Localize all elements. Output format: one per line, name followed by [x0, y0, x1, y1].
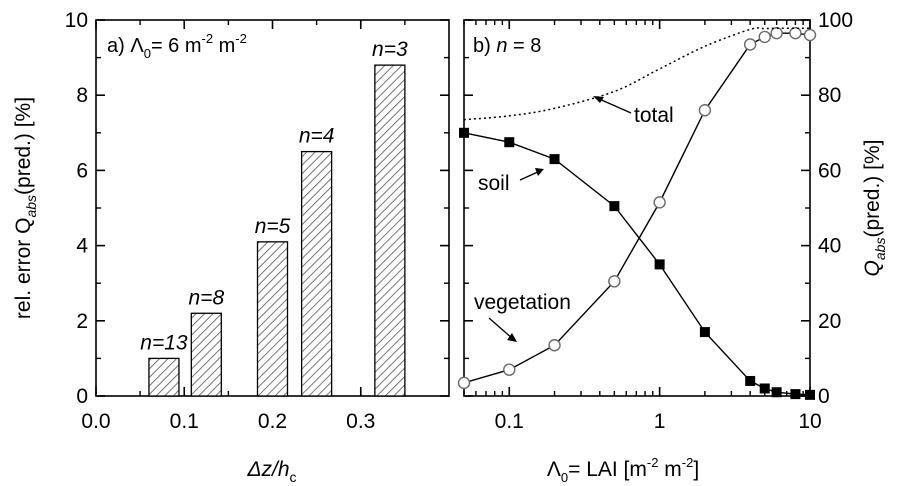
soil-point — [790, 389, 801, 400]
total-annotation: total — [634, 104, 674, 127]
b-x-tick-label: 1 — [654, 410, 666, 433]
soil-point — [549, 154, 560, 165]
vegetation-point — [653, 196, 666, 209]
soil-point — [654, 259, 665, 270]
vegetation-point — [608, 275, 621, 288]
a-y-tick-label: 0 — [76, 385, 88, 408]
panel-b-x-axis-label: Λ0= LAI [m-2 m-2] — [547, 455, 699, 485]
panel-a-bars: n=13n=8 n=5 n=4 n=3 — [140, 38, 408, 397]
b-x-tick-label: 10 — [798, 410, 821, 433]
vegetation-annotation-arrowhead — [507, 333, 517, 342]
panel-b-line-chart: 0.1 1 100 20 40 60 80 100 b) n = 8 total soil v… — [457, 9, 888, 485]
bar-label: n=3 — [372, 38, 408, 61]
bar-label: n=8 — [189, 286, 225, 309]
soil-point — [745, 375, 756, 386]
soil-point — [771, 387, 782, 398]
a-x-tick-label: 0.1 — [170, 410, 199, 433]
vegetation-point — [698, 104, 712, 117]
vegetation-point — [457, 376, 471, 390]
soil-point — [459, 127, 469, 138]
panel-a-label: a) Λ0= 6 m-2 m-2 — [107, 31, 247, 61]
a-y-tick-label: 10 — [65, 9, 88, 32]
bar — [374, 64, 406, 397]
bar — [148, 357, 180, 397]
panel-b-label: b) n = 8 — [473, 35, 541, 57]
b-y-tick-label: 80 — [818, 84, 841, 107]
a-y-tick-label: 4 — [76, 235, 88, 258]
b-y-tick-label: 40 — [818, 235, 841, 258]
b-y-tick-label: 0 — [818, 385, 830, 408]
panel-b-y-axis-label: Qabs(pred.) [%] — [861, 140, 888, 277]
soil-annotation-arrowhead — [535, 168, 544, 176]
vegetation-point — [803, 28, 817, 42]
vegetation-point — [789, 26, 802, 40]
b-x-tick-label: 0.1 — [495, 410, 524, 433]
vegetation-point — [548, 339, 561, 352]
b-y-tick-label: 100 — [818, 9, 853, 32]
soil-point — [609, 201, 620, 212]
b-y-tick-label: 20 — [818, 310, 841, 333]
bar — [300, 150, 333, 397]
vegetation-point — [743, 38, 757, 51]
bar-label: n=5 — [255, 215, 291, 238]
panel-a-bar-chart: 0.0 0.1 0.2 0.3 0 2 4 6 8 10 n=13n=8 n=5 n=4 n=3 a) … — [12, 9, 450, 485]
a-x-tick-label: 0.2 — [258, 410, 287, 433]
series-line-vegetation — [463, 32, 811, 384]
soil-annotation-arrow — [519, 170, 541, 181]
bar-label: n=13 — [140, 331, 188, 354]
soil-point — [504, 137, 515, 148]
soil-point — [805, 389, 815, 400]
a-x-tick-label: 0.0 — [81, 410, 110, 433]
total-annotation-arrow — [596, 97, 632, 114]
a-x-tick-label: 0.3 — [346, 410, 375, 433]
vegetation-point — [770, 26, 783, 40]
panel-b-ticks: 0.1 1 100 20 40 60 80 100 — [463, 9, 853, 433]
a-y-tick-label: 2 — [76, 310, 88, 333]
series-line-total — [463, 27, 810, 121]
panel-b-frame — [463, 19, 811, 397]
series-line-soil — [463, 132, 811, 396]
vegetation-point — [758, 30, 771, 44]
vegetation-point — [503, 363, 516, 376]
panel-a-y-axis-label: rel. error Qabs(pred.) [%] — [12, 97, 39, 319]
b-y-tick-label: 60 — [818, 159, 841, 182]
vegetation-annotation: vegetation — [474, 291, 571, 314]
soil-annotation: soil — [478, 172, 510, 195]
bar — [256, 241, 289, 397]
soil-point — [759, 383, 770, 394]
panel-a-x-axis-label: Δz/hc — [246, 458, 296, 485]
bar — [190, 312, 222, 397]
a-y-tick-label: 8 — [76, 84, 88, 107]
bar-label: n=4 — [299, 125, 335, 148]
panel-b-series — [457, 26, 817, 400]
a-y-tick-label: 6 — [76, 159, 88, 182]
total-annotation-arrowhead — [593, 96, 604, 103]
soil-point — [699, 327, 710, 338]
vegetation-annotation-arrow — [488, 317, 514, 340]
